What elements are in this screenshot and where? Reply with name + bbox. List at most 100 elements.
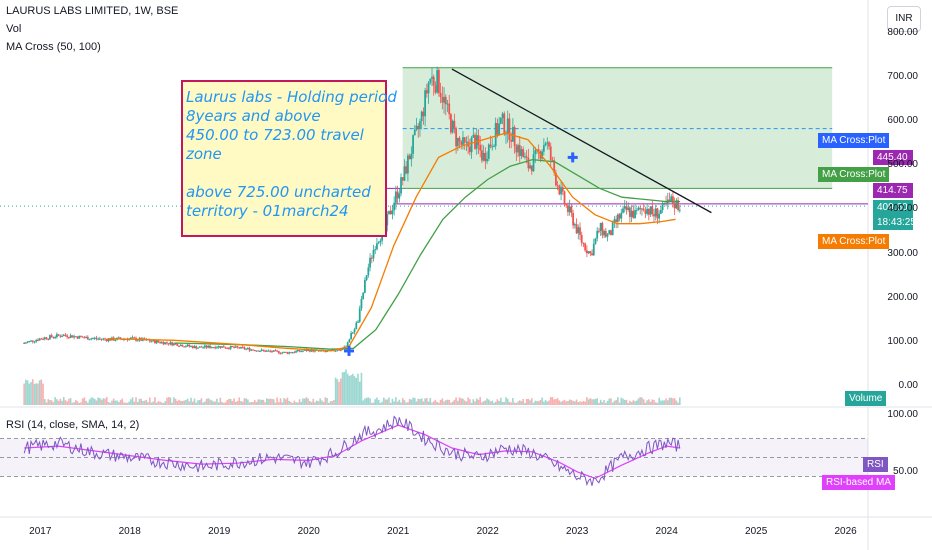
candle-body bbox=[386, 214, 389, 226]
candle-body bbox=[613, 219, 616, 223]
volume-bar bbox=[216, 398, 218, 405]
volume-bar bbox=[343, 371, 346, 405]
candle-body bbox=[61, 336, 63, 338]
volume-bar bbox=[582, 400, 585, 405]
candle-body bbox=[603, 230, 605, 236]
volume-bar bbox=[209, 399, 211, 405]
candle-body bbox=[487, 144, 490, 159]
candle-body bbox=[277, 351, 280, 354]
candle-body bbox=[295, 351, 297, 353]
volume-bar bbox=[427, 401, 430, 405]
candle-body bbox=[92, 338, 94, 340]
note-line: territory - 01march24 bbox=[186, 202, 349, 220]
candle-body bbox=[219, 346, 222, 348]
time-axis-tick: 2024 bbox=[655, 526, 678, 537]
price-tag-414: 414.75 bbox=[873, 183, 913, 198]
volume-bar bbox=[90, 397, 93, 405]
candle-body bbox=[95, 337, 98, 339]
candle-body bbox=[231, 345, 234, 347]
volume-bar bbox=[644, 402, 647, 405]
vol-indicator-label[interactable]: Vol bbox=[6, 23, 22, 35]
volume-bar bbox=[544, 400, 547, 405]
candle-body bbox=[548, 142, 550, 147]
volume-bar bbox=[76, 401, 79, 405]
ma-cross-indicator-label[interactable]: MA Cross (50, 100) bbox=[6, 41, 101, 53]
volume-bar bbox=[155, 402, 158, 405]
candle-body bbox=[456, 137, 459, 147]
candle-body bbox=[658, 213, 661, 219]
volume-bar bbox=[236, 400, 239, 405]
candle-body bbox=[441, 97, 444, 103]
volume-bar bbox=[522, 398, 525, 405]
volume-bar bbox=[475, 398, 478, 405]
candle-body bbox=[491, 146, 494, 148]
candle-body bbox=[265, 350, 268, 352]
candle-body bbox=[43, 337, 46, 340]
rsi-indicator-label[interactable]: RSI (14, close, SMA, 14, 2) bbox=[6, 419, 140, 431]
candle-body bbox=[510, 139, 513, 142]
candle-body bbox=[367, 267, 370, 276]
volume-bar bbox=[561, 400, 564, 405]
candle-body bbox=[272, 350, 275, 352]
volume-bar bbox=[586, 397, 588, 405]
candle-body bbox=[537, 149, 540, 151]
volume-bar bbox=[338, 381, 340, 405]
volume-bar bbox=[558, 400, 561, 405]
volume-bar bbox=[605, 402, 607, 405]
volume-bar bbox=[50, 400, 53, 405]
currency-selector[interactable]: INR bbox=[887, 6, 921, 32]
candle-body bbox=[50, 335, 53, 337]
candle-body bbox=[178, 345, 180, 347]
candle-body bbox=[520, 149, 523, 156]
volume-bar bbox=[543, 401, 545, 405]
candle-body bbox=[307, 349, 310, 351]
candle-body bbox=[78, 335, 81, 339]
candle-body bbox=[88, 339, 91, 341]
volume-bar bbox=[47, 399, 50, 405]
volume-bar bbox=[431, 402, 433, 405]
volume-bar bbox=[100, 399, 103, 405]
volume-bar bbox=[310, 402, 313, 405]
volume-bar bbox=[169, 397, 172, 405]
candle-body bbox=[148, 340, 151, 342]
candle-body bbox=[439, 92, 442, 98]
candle-body bbox=[308, 349, 311, 352]
volume-bar bbox=[374, 399, 377, 405]
price-axis-tick: 500.00 bbox=[887, 159, 918, 171]
volume-bar bbox=[563, 399, 566, 405]
candle-body bbox=[257, 350, 260, 352]
candle-body bbox=[463, 137, 466, 143]
volume-bar bbox=[639, 397, 642, 405]
candle-body bbox=[40, 338, 43, 340]
symbol-title[interactable]: LAURUS LABS LIMITED, 1W, BSE bbox=[6, 5, 179, 17]
volume-bar bbox=[618, 402, 621, 405]
candle-body bbox=[234, 346, 237, 348]
volume-bar bbox=[252, 402, 254, 405]
volume-bar bbox=[448, 399, 451, 405]
text-note[interactable]: Laurus labs - Holding period 8years and … bbox=[181, 80, 397, 237]
candle-body bbox=[524, 156, 526, 158]
candle-body bbox=[104, 338, 106, 340]
volume-bar bbox=[87, 402, 89, 405]
candle-body bbox=[498, 123, 501, 135]
candle-body bbox=[451, 120, 454, 133]
time-axis-tick: 2020 bbox=[297, 526, 320, 537]
volume-bar bbox=[269, 398, 272, 405]
candle-body bbox=[673, 204, 676, 209]
candle-body bbox=[86, 336, 89, 340]
price-axis-tick: 800.00 bbox=[887, 26, 918, 38]
volume-bar bbox=[577, 402, 580, 405]
volume-bar bbox=[599, 399, 602, 405]
candle-body bbox=[429, 78, 432, 83]
candle-body bbox=[420, 111, 423, 122]
volume-bar bbox=[458, 397, 461, 405]
volume-bar bbox=[296, 402, 299, 405]
volume-bar bbox=[438, 402, 440, 405]
volume-bar bbox=[300, 401, 303, 405]
candle-body bbox=[363, 279, 366, 293]
volume-bar bbox=[248, 402, 251, 405]
candle-body bbox=[286, 352, 289, 354]
candle-body bbox=[589, 251, 592, 254]
